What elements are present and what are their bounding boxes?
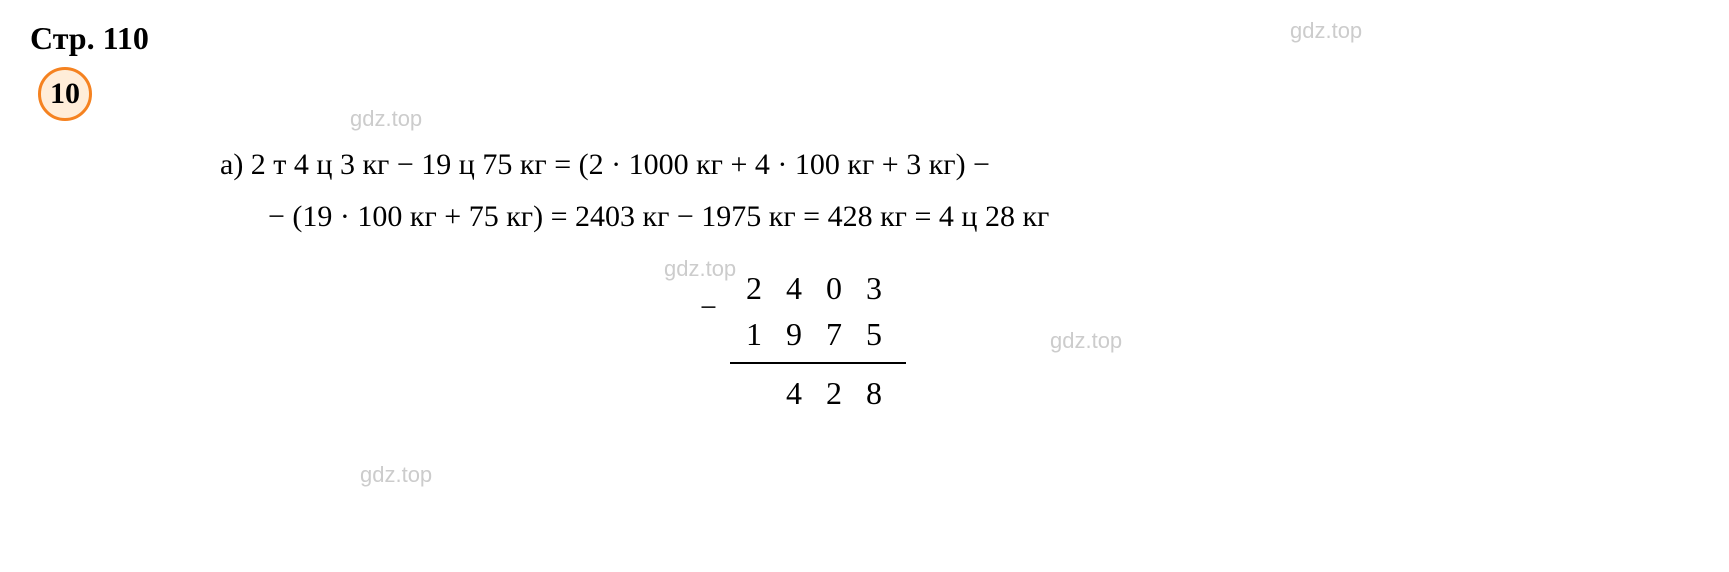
math-content: а) 2 т 4 ц 3 кг − 19 ц 75 кг = (2 · 1000… bbox=[220, 141, 1699, 416]
watermark: gdz.top bbox=[1290, 18, 1362, 44]
math-line-1: а) 2 т 4 ц 3 кг − 19 ц 75 кг = (2 · 1000… bbox=[220, 141, 1699, 189]
minuend-row: 2403 bbox=[730, 265, 906, 311]
problem-number-badge: 10 bbox=[38, 67, 92, 121]
result-row: 428 bbox=[730, 362, 906, 416]
watermark: gdz.top bbox=[350, 106, 422, 132]
subtrahend-row: 1975 bbox=[730, 311, 906, 357]
watermark: gdz.top bbox=[360, 462, 432, 488]
minus-sign: − bbox=[700, 291, 717, 325]
page-header: Стр. 110 bbox=[30, 20, 1699, 57]
column-subtraction: − 2403 1975 428 bbox=[730, 265, 906, 416]
math-line-2: − (19 · 100 кг + 75 кг) = 2403 кг − 1975… bbox=[268, 193, 1699, 241]
